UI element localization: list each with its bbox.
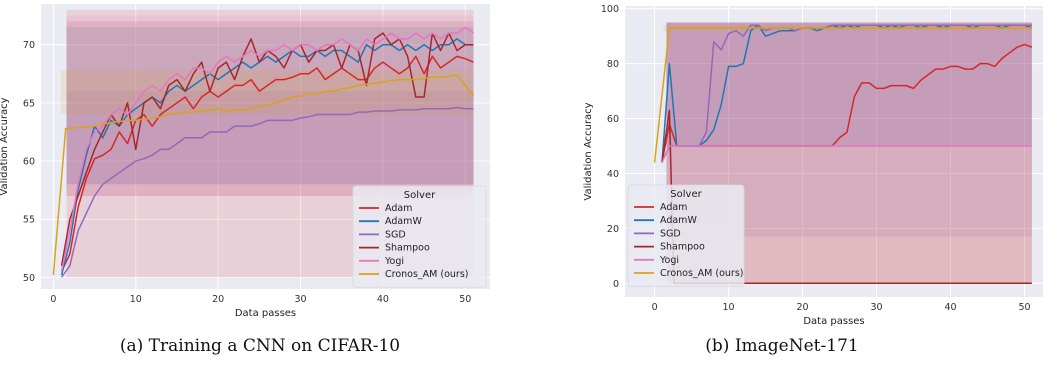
series-line-yogi xyxy=(60,26,474,272)
band-shampoo xyxy=(666,22,1032,284)
y-axis-label: Validation Accuracy xyxy=(583,102,594,200)
legend-entry-cronos-am-ours: Cronos_AM (ours) xyxy=(385,269,469,280)
band-adam xyxy=(666,22,1032,284)
y-tick-label: 70 xyxy=(23,40,35,51)
x-tick-label: 50 xyxy=(459,294,471,305)
x-tick-label: 40 xyxy=(944,302,956,313)
series-line-adam xyxy=(60,55,474,272)
legend-title: Solver xyxy=(670,189,702,200)
legend-entry-adam: Adam xyxy=(385,203,412,214)
x-tick-label: 0 xyxy=(652,302,658,313)
band-yogi xyxy=(666,22,1032,147)
series-line-sgd xyxy=(661,24,1032,163)
chart-panel-cifar10: 0 10 20 30 40 50 50 55 60 65 70 Data passes Validati… xyxy=(0,0,520,377)
legend-entry-adam: Adam xyxy=(660,202,687,213)
y-tick-label: 65 xyxy=(23,98,35,109)
legend-title: Solver xyxy=(404,190,436,201)
x-tick-label: 40 xyxy=(377,294,389,305)
legend-box xyxy=(627,184,745,287)
legend-entry-cronos-am-ours: Cronos_AM (ours) xyxy=(660,268,744,279)
band-sgd xyxy=(666,22,1032,237)
caption-cifar10: (a) Training a CNN on CIFAR-10 xyxy=(119,336,401,356)
legend-entry-adamw: AdamW xyxy=(660,215,697,226)
chart-panel-imagenet: 0 10 20 30 40 50 0 20 40 60 80 100 Data passes Valida… xyxy=(521,0,1043,377)
x-tick-label: 10 xyxy=(130,294,142,305)
x-tick-label: 30 xyxy=(870,302,882,313)
legend-entry-adamw: AdamW xyxy=(385,216,422,227)
y-tick-label: 100 xyxy=(601,4,619,15)
legend-box xyxy=(352,185,487,288)
chart-cifar10: 0 10 20 30 40 50 50 55 60 65 70 Data passes Validati… xyxy=(0,4,490,319)
caption-imagenet: (b) ImageNet-171 xyxy=(705,336,859,356)
x-tick-label: 30 xyxy=(294,294,306,305)
y-axis-label: Validation Accuracy xyxy=(0,97,10,195)
legend-entry-yogi: Yogi xyxy=(384,256,404,267)
x-axis-label: Data passes xyxy=(235,308,296,319)
legend-entry-yogi: Yogi xyxy=(659,255,679,266)
chart-imagenet: 0 10 20 30 40 50 0 20 40 60 80 100 Data passes Valida… xyxy=(583,4,1043,327)
y-tick-label: 0 xyxy=(613,279,619,290)
y-tick-label: 60 xyxy=(607,114,619,125)
series-line-cronos-am-ours xyxy=(653,27,1032,163)
series-line-yogi xyxy=(661,145,1032,163)
series-line-cronos-am-ours xyxy=(52,74,475,276)
x-tick-label: 20 xyxy=(797,302,809,313)
x-tick-label: 0 xyxy=(50,294,56,305)
legend-entry-shampoo: Shampoo xyxy=(660,242,705,253)
x-tick-label: 20 xyxy=(212,294,224,305)
legend-entry-sgd: SGD xyxy=(660,228,681,239)
band-adamw xyxy=(666,22,1032,147)
x-tick-label: 10 xyxy=(723,302,735,313)
x-tick-label: 50 xyxy=(1018,302,1030,313)
y-tick-label: 50 xyxy=(23,273,35,284)
y-tick-label: 80 xyxy=(607,59,619,70)
band-shampoo xyxy=(66,21,474,196)
band-yogi xyxy=(66,15,474,196)
series-line-sgd xyxy=(60,106,474,278)
legend: Solver Adam AdamW SGD Shampoo Yogi Cronos_AM (… xyxy=(627,184,745,287)
y-tick-label: 55 xyxy=(23,215,35,226)
legend-entry-sgd: SGD xyxy=(385,229,406,240)
band-cronos-am-ours xyxy=(60,70,474,115)
y-tick-label: 40 xyxy=(607,169,619,180)
x-axis-label: Data passes xyxy=(803,316,864,327)
legend-entry-shampoo: Shampoo xyxy=(385,243,430,254)
legend: Solver Adam AdamW SGD Shampoo Yogi Cronos_AM (… xyxy=(352,185,487,288)
y-tick-label: 60 xyxy=(23,157,35,168)
band-adamw xyxy=(66,27,474,185)
series-line-adamw xyxy=(60,38,474,276)
y-tick-label: 20 xyxy=(607,224,619,235)
